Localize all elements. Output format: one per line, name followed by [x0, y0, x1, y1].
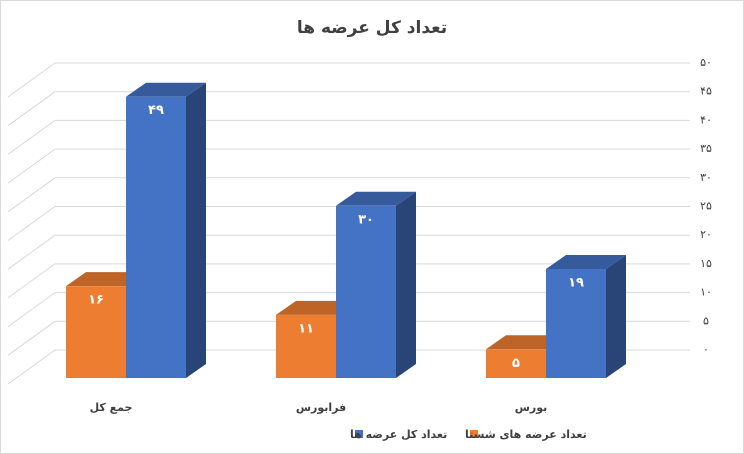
- y-tick-label: ۴۰: [700, 113, 712, 126]
- y-tick-label: ۱۵: [700, 257, 712, 270]
- value-label: ۵: [512, 356, 520, 371]
- grid-line-floor: [7, 349, 56, 385]
- grid-line-floor: [7, 292, 56, 328]
- y-tick-label: ۲۵: [700, 200, 712, 213]
- bar-side: [606, 254, 626, 378]
- value-label: ۳۰: [358, 212, 374, 227]
- legend-label: تعداد کل عرضه ها: [350, 428, 447, 441]
- y-tick-label: ۰: [703, 343, 709, 356]
- value-label: ۱۹: [568, 275, 584, 290]
- x-tick-label: جمع کل: [90, 401, 133, 414]
- grid-line-floor: [7, 119, 56, 155]
- bar-side: [186, 82, 206, 379]
- grid-line-floor: [7, 320, 56, 356]
- bar: [486, 349, 546, 378]
- y-tick-label: ۳۵: [700, 142, 712, 155]
- bar-side: [396, 191, 416, 378]
- y-tick-label: ۳۰: [700, 171, 712, 184]
- grid-line-floor: [7, 263, 56, 299]
- grid-line-floor: [7, 234, 56, 270]
- bar: [66, 286, 126, 378]
- bar-top: [336, 191, 416, 206]
- legend-swatch: [355, 430, 363, 438]
- grid-line-floor: [7, 206, 56, 241]
- bar-top: [126, 82, 206, 97]
- x-tick-label: بورس: [515, 401, 548, 414]
- x-tick-label: فرابورس: [296, 401, 346, 414]
- value-label: ۴۹: [148, 103, 164, 118]
- value-label: ۱۶: [88, 293, 104, 308]
- legend-swatch: [470, 430, 478, 438]
- y-tick-label: ۱۰: [700, 286, 712, 299]
- bar-top: [546, 254, 626, 269]
- y-tick-label: ۲۰: [700, 228, 712, 241]
- grid-line-floor: [7, 91, 56, 127]
- legend-label: تعداد عرضه های شستا: [465, 428, 587, 441]
- bar: [126, 96, 186, 379]
- y-tick-label: ۵: [703, 314, 709, 327]
- chart-title: تعداد کل عرضه ها: [297, 18, 447, 38]
- y-tick-label: ۵۰: [700, 56, 712, 69]
- bar: [546, 268, 606, 378]
- bar: [336, 205, 396, 378]
- value-label: ۱۱: [298, 321, 314, 336]
- grid-line-floor: [7, 177, 56, 213]
- bar: [276, 314, 336, 378]
- y-tick-label: ۴۵: [700, 85, 712, 98]
- grid-line-floor: [7, 148, 56, 184]
- grid-line-floor: [7, 62, 56, 98]
